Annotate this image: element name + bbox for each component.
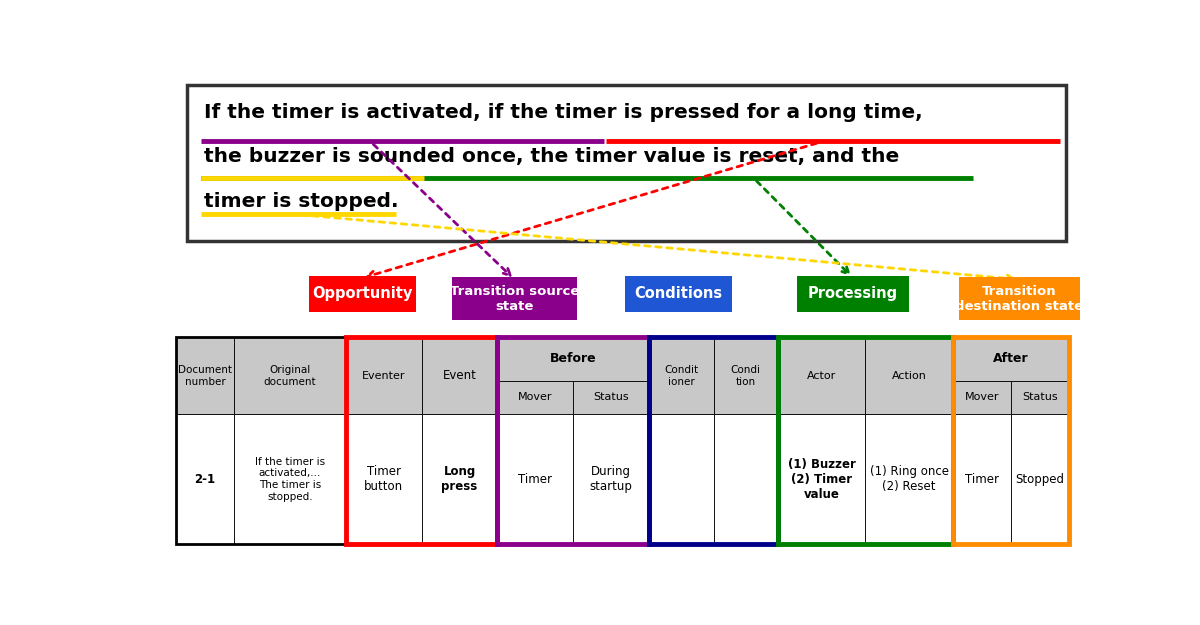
Text: After: After [992, 352, 1028, 366]
Text: Transition source
state: Transition source state [450, 285, 580, 312]
FancyBboxPatch shape [574, 414, 649, 544]
Text: Opportunity: Opportunity [312, 286, 413, 301]
FancyBboxPatch shape [176, 338, 234, 414]
FancyBboxPatch shape [346, 338, 421, 381]
FancyBboxPatch shape [234, 414, 346, 544]
Text: Processing: Processing [808, 286, 898, 301]
Text: Before: Before [550, 352, 596, 366]
FancyBboxPatch shape [865, 381, 953, 414]
FancyBboxPatch shape [234, 338, 346, 381]
Text: Long
press: Long press [442, 465, 478, 493]
FancyBboxPatch shape [451, 277, 577, 321]
FancyBboxPatch shape [714, 338, 778, 414]
FancyBboxPatch shape [234, 338, 346, 414]
Text: Mover: Mover [965, 392, 1000, 402]
FancyBboxPatch shape [421, 381, 498, 414]
Text: the buzzer is sounded once, the timer value is reset, and the: the buzzer is sounded once, the timer va… [204, 148, 899, 166]
FancyBboxPatch shape [308, 276, 415, 312]
FancyBboxPatch shape [953, 338, 1069, 381]
FancyBboxPatch shape [234, 381, 346, 414]
FancyBboxPatch shape [346, 381, 421, 414]
FancyBboxPatch shape [778, 338, 865, 414]
Text: Status: Status [1022, 392, 1057, 402]
Text: During
startup: During startup [590, 465, 632, 493]
FancyBboxPatch shape [649, 381, 714, 414]
FancyBboxPatch shape [421, 338, 498, 414]
Text: 2-1: 2-1 [194, 472, 216, 486]
FancyBboxPatch shape [574, 381, 649, 414]
Text: (1) Ring once
(2) Reset: (1) Ring once (2) Reset [870, 465, 948, 493]
FancyBboxPatch shape [865, 414, 953, 544]
FancyBboxPatch shape [1010, 338, 1069, 381]
FancyBboxPatch shape [176, 414, 234, 544]
Text: timer is stopped.: timer is stopped. [204, 192, 398, 211]
FancyBboxPatch shape [865, 338, 953, 414]
FancyBboxPatch shape [498, 338, 574, 381]
FancyBboxPatch shape [865, 338, 953, 381]
FancyBboxPatch shape [778, 414, 865, 544]
Text: Status: Status [594, 392, 629, 402]
Text: If the timer is activated, if the timer is pressed for a long time,: If the timer is activated, if the timer … [204, 102, 923, 122]
Text: Transition
destination state: Transition destination state [955, 285, 1084, 312]
Text: Timer
button: Timer button [364, 465, 403, 493]
Text: Event: Event [443, 369, 476, 382]
Text: Original
document: Original document [264, 365, 316, 387]
FancyBboxPatch shape [176, 338, 234, 381]
FancyBboxPatch shape [649, 414, 714, 544]
Text: Eventer: Eventer [362, 371, 406, 381]
Text: Actor: Actor [806, 371, 836, 381]
FancyBboxPatch shape [1010, 414, 1069, 544]
Text: Condi
tion: Condi tion [731, 365, 761, 387]
FancyBboxPatch shape [498, 338, 649, 381]
Text: Timer: Timer [965, 472, 998, 486]
FancyBboxPatch shape [346, 338, 421, 414]
FancyBboxPatch shape [778, 338, 865, 381]
Text: Timer: Timer [518, 472, 552, 486]
FancyBboxPatch shape [953, 414, 1010, 544]
Text: Action: Action [892, 371, 926, 381]
FancyBboxPatch shape [714, 381, 778, 414]
FancyBboxPatch shape [498, 414, 574, 544]
FancyBboxPatch shape [346, 414, 421, 544]
FancyBboxPatch shape [953, 381, 1010, 414]
FancyBboxPatch shape [498, 381, 574, 414]
FancyBboxPatch shape [797, 276, 908, 312]
FancyBboxPatch shape [649, 338, 714, 381]
FancyBboxPatch shape [959, 277, 1080, 321]
FancyBboxPatch shape [953, 338, 1010, 381]
FancyBboxPatch shape [778, 381, 865, 414]
FancyBboxPatch shape [1010, 381, 1069, 414]
Text: If the timer is
activated,...
The timer is
stopped.: If the timer is activated,... The timer … [254, 457, 325, 502]
Text: Stopped: Stopped [1015, 472, 1064, 486]
FancyBboxPatch shape [574, 338, 649, 381]
FancyBboxPatch shape [714, 414, 778, 544]
FancyBboxPatch shape [625, 276, 732, 312]
FancyBboxPatch shape [187, 84, 1066, 241]
Text: Condit
ioner: Condit ioner [665, 365, 698, 387]
FancyBboxPatch shape [176, 381, 234, 414]
Text: (1) Buzzer
(2) Timer
value: (1) Buzzer (2) Timer value [787, 458, 856, 501]
FancyBboxPatch shape [714, 338, 778, 381]
FancyBboxPatch shape [421, 338, 498, 381]
Text: Document
number: Document number [178, 365, 232, 387]
FancyBboxPatch shape [649, 338, 714, 414]
FancyBboxPatch shape [421, 414, 498, 544]
Text: Conditions: Conditions [634, 286, 722, 301]
Text: Mover: Mover [518, 392, 553, 402]
